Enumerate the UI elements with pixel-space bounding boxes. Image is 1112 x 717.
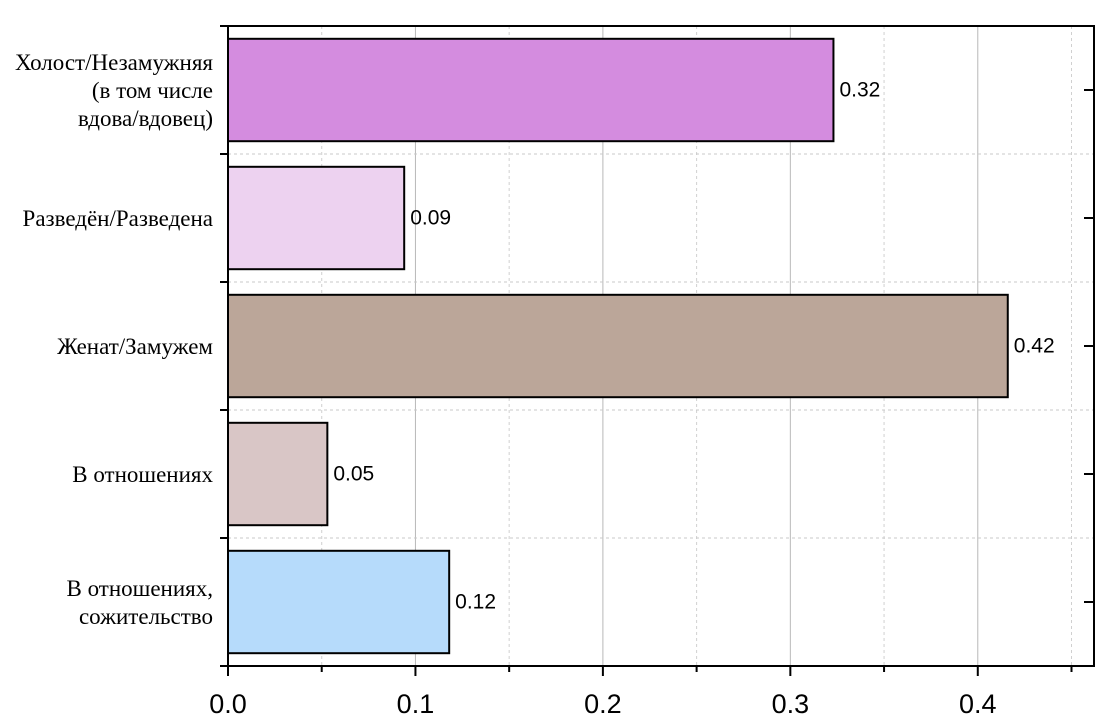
x-tick-label: 0.1 xyxy=(397,689,435,717)
data-label: 0.32 xyxy=(839,79,880,102)
category-label-line: Разведён/Разведена xyxy=(23,206,213,231)
category-label: Женат/Замужем xyxy=(57,334,213,359)
category-label-line: вдова/вдовец) xyxy=(78,106,213,131)
data-label: 0.42 xyxy=(1014,335,1055,358)
labels: 0.32 Холост/Незамужняя (в том числе вдова/в… xyxy=(15,50,1055,717)
bar xyxy=(227,165,406,271)
x-tick-label: 0.0 xyxy=(209,689,247,717)
x-tick-label: 0.3 xyxy=(772,689,810,717)
category-label-line: В отношениях xyxy=(72,462,213,487)
category-label-line: (в том числе xyxy=(92,78,213,103)
category-label: В отношениях, сожительство xyxy=(66,576,213,629)
category-label: Холост/Незамужняя (в том числе вдова/вдове… xyxy=(15,50,213,131)
category-label-line: Холост/Незамужняя xyxy=(15,50,213,75)
category-label: Разведён/Разведена xyxy=(23,206,213,231)
bar xyxy=(227,293,1009,399)
data-label: 0.05 xyxy=(333,463,374,486)
data-label: 0.12 xyxy=(455,591,496,614)
category-label-line: сожительство xyxy=(79,604,213,629)
bar xyxy=(227,421,329,527)
category-label-line: Женат/Замужем xyxy=(57,334,213,359)
bar xyxy=(227,549,451,655)
x-tick-label: 0.2 xyxy=(584,689,622,717)
data-label: 0.09 xyxy=(410,207,451,230)
bar xyxy=(227,37,835,143)
x-tick-label: 0.4 xyxy=(959,689,997,717)
axes xyxy=(220,25,1095,676)
category-label-line: В отношениях, xyxy=(66,576,213,601)
bars xyxy=(227,37,1009,655)
category-label: В отношениях xyxy=(72,462,213,487)
